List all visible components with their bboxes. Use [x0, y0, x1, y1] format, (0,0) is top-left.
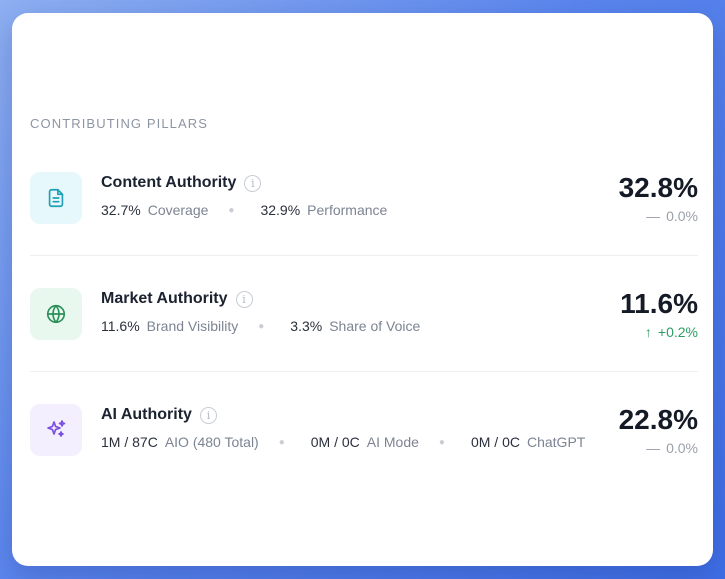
metric-label: ChatGPT [526, 434, 586, 450]
document-icon [30, 172, 82, 224]
pillar-score: 32.8% [618, 172, 698, 203]
metric-label: Coverage [147, 202, 209, 218]
flat-dash-icon: — [646, 440, 661, 456]
separator-dot: ● [438, 436, 445, 448]
separator-dot: ● [258, 320, 265, 332]
pillar-row-market-authority[interactable]: Market Authority i 11.6% Brand Visibilit… [30, 288, 698, 342]
divider [30, 371, 698, 372]
globe-icon [30, 288, 82, 340]
pillar-row-content-authority[interactable]: Content Authority i 32.7% Coverage ● 32.… [30, 172, 698, 226]
info-icon[interactable]: i [235, 290, 253, 308]
metric-label: AI Mode [366, 434, 419, 450]
divider [30, 255, 698, 256]
delta-value: 0.0% [666, 208, 698, 224]
delta-value: 0.0% [666, 440, 698, 456]
pillar-delta: — 0.0% [646, 208, 698, 224]
pillar-delta: — 0.0% [646, 440, 698, 456]
metric-value: 32.9% [260, 202, 301, 218]
metric-value: 0M / 0C [470, 434, 520, 450]
pillar-score: 11.6% [620, 288, 698, 319]
info-icon[interactable]: i [199, 406, 217, 424]
metric-label: Performance [307, 202, 388, 218]
pillar-row-ai-authority[interactable]: AI Authority i 1M / 87C AIO (480 Total) … [30, 404, 698, 458]
metric-label: Share of Voice [329, 318, 421, 334]
pillar-title: Content Authority [101, 174, 237, 191]
pillar-score: 22.8% [618, 404, 698, 435]
metric-value: 32.7% [101, 202, 141, 218]
info-icon[interactable]: i [244, 174, 262, 192]
metric-value: 11.6% [101, 318, 140, 334]
metric-value: 0M / 0C [310, 434, 360, 450]
section-title: CONTRIBUTING PILLARS [30, 116, 209, 131]
sparkles-icon [30, 404, 82, 456]
flat-dash-icon: — [646, 208, 661, 224]
metric-value: 3.3% [290, 318, 323, 334]
metric-label: AIO (480 Total) [164, 434, 259, 450]
delta-value: +0.2% [657, 324, 698, 340]
separator-dot: ● [228, 204, 235, 216]
pillar-metrics: 32.7% Coverage ● 32.9% Performance [101, 202, 387, 218]
arrow-up-icon: ↑ [644, 324, 652, 340]
metric-value: 1M / 87C [101, 434, 158, 450]
pillar-metrics: 11.6% Brand Visibility ● 3.3% Share of V… [101, 318, 420, 334]
pillar-title: AI Authority [101, 406, 192, 423]
pillar-title: Market Authority [101, 290, 228, 307]
pillars-card: CONTRIBUTING PILLARS Content Authority i… [12, 13, 713, 566]
pillar-metrics: 1M / 87C AIO (480 Total) ● 0M / 0C AI Mo… [101, 434, 585, 450]
separator-dot: ● [278, 436, 285, 448]
metric-label: Brand Visibility [146, 318, 239, 334]
pillar-delta: ↑ +0.2% [645, 324, 698, 340]
